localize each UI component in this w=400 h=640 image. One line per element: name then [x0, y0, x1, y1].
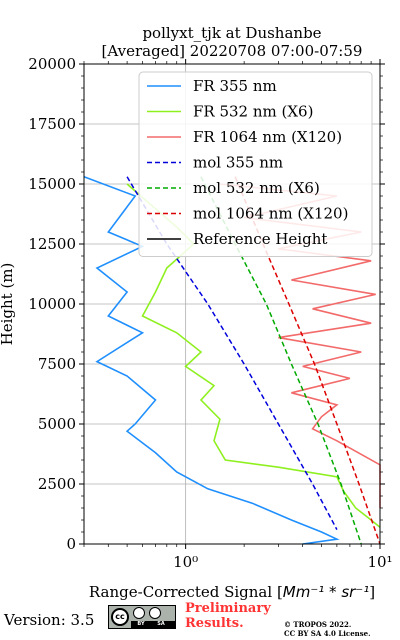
legend: FR 355 nm FR 532 nm (X6) FR 1064 nm (X120)…	[138, 71, 373, 257]
x-tick-label: 10¹	[367, 553, 392, 571]
y-axis-label: Height (m)	[0, 263, 16, 346]
preliminary-line1: Preliminary	[185, 601, 271, 616]
x-axis-label-suffix: ]	[369, 583, 375, 601]
y-tick-label: 12500	[28, 235, 76, 253]
series-line-fr-355-nm	[83, 176, 340, 545]
cc-logo-icon: cc	[111, 608, 129, 626]
chart-title-line1: pollyxt_tjk at Dushanbe	[142, 24, 321, 42]
legend-label: FR 532 nm (X6)	[193, 103, 313, 121]
x-tick-label: 10⁰	[173, 553, 198, 571]
x-axis-label-unit: Mm⁻¹ * sr⁻¹	[283, 583, 369, 601]
chart-title-line2: [Averaged] 20220708 07:00-07:59	[102, 42, 363, 60]
y-tick-label: 7500	[38, 355, 76, 373]
cc-license-badge: cc BY SA	[108, 605, 176, 629]
cc-sa-text: SA	[157, 621, 165, 627]
legend-box	[138, 71, 373, 257]
copyright-line1: © TROPOS 2022.	[284, 620, 352, 629]
legend-label: mol 532 nm (X6)	[193, 179, 320, 197]
legend-label: FR 355 nm	[193, 77, 277, 95]
legend-label: Reference Height	[193, 230, 327, 248]
series-line-fr-532-nm-x6-	[126, 183, 381, 528]
legend-label: mol 355 nm	[193, 154, 283, 172]
cc-strip: BY SA	[131, 621, 175, 628]
series-line-mol-355-nm	[126, 176, 338, 530]
x-axis-label: Range-Corrected Signal [Mm⁻¹ * sr⁻¹]	[89, 583, 375, 601]
y-tick-label: 0	[66, 535, 76, 553]
copyright-line2: CC BY SA 4.0 License.	[284, 629, 371, 638]
y-tick-label: 10000	[28, 295, 76, 313]
cc-sa-icon	[149, 607, 161, 619]
preliminary-line2: Results.	[185, 616, 244, 631]
legend-label: mol 1064 nm (X120)	[193, 205, 348, 223]
x-axis-label-prefix: Range-Corrected Signal [	[89, 583, 283, 601]
copyright-notice: © TROPOS 2022. CC BY SA 4.0 License.	[284, 620, 371, 638]
y-tick-label: 17500	[28, 115, 76, 133]
y-tick-label: 15000	[28, 175, 76, 193]
axes: 0 2500 5000 7500 10000 12500 15000 17500 20000 10…	[28, 55, 392, 571]
y-tick-label: 2500	[38, 475, 76, 493]
cc-by-icon	[133, 607, 145, 619]
version-label: Version: 3.5	[4, 611, 95, 629]
footer: Version: 3.5 cc BY SA Preliminary Results…	[0, 598, 400, 640]
y-tick-label: 5000	[38, 415, 76, 433]
legend-label: FR 1064 nm (X120)	[193, 128, 342, 146]
cc-by-text: BY	[137, 621, 145, 627]
y-tick-label: 20000	[28, 55, 76, 73]
preliminary-results-label: Preliminary Results.	[185, 601, 271, 631]
